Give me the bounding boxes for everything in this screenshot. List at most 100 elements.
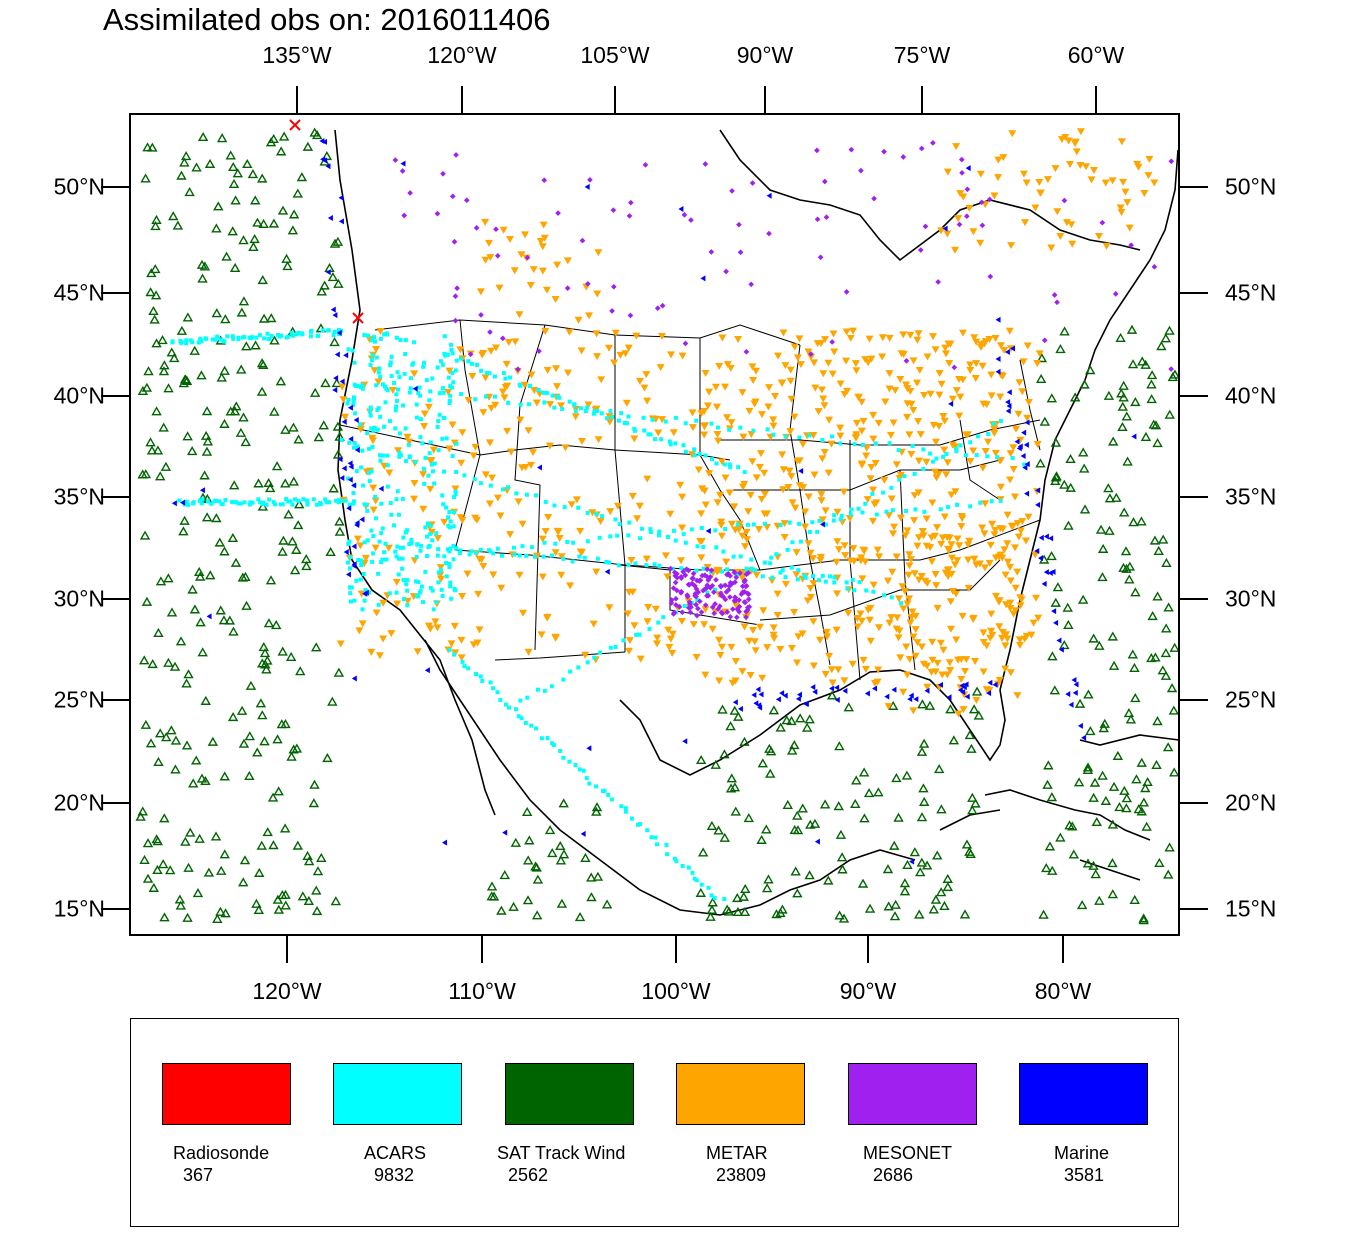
metar-point — [1008, 130, 1017, 138]
acars-point — [421, 600, 426, 605]
metar-point — [870, 679, 879, 687]
acars-point — [254, 335, 259, 340]
mesonet-point — [478, 312, 484, 318]
metar-point — [884, 512, 893, 520]
sat-wind-point — [1082, 858, 1094, 868]
sat-wind-point — [733, 711, 744, 721]
metar-point — [503, 382, 512, 390]
marine-point — [842, 687, 848, 694]
sat-wind-point — [179, 157, 190, 167]
metar-point — [871, 460, 880, 468]
marine-point — [604, 568, 610, 575]
sat-wind-point — [142, 873, 154, 883]
metar-point — [752, 571, 761, 579]
sat-wind-point — [1138, 915, 1149, 925]
metar-point — [372, 345, 381, 353]
sat-wind-point — [1137, 356, 1148, 366]
metar-point — [721, 383, 730, 391]
metar-point — [630, 622, 639, 630]
mesonet-point — [930, 140, 936, 146]
mesonet-point — [692, 593, 698, 599]
metar-point — [914, 489, 923, 497]
acars-point — [415, 594, 420, 599]
sat-wind-point — [280, 478, 291, 488]
acars-point — [397, 450, 402, 455]
metar-point — [933, 659, 942, 667]
acars-point — [371, 428, 376, 433]
acars-point — [438, 359, 443, 364]
acars-point — [621, 638, 626, 643]
sat-wind-point — [188, 778, 199, 788]
sat-wind-point — [172, 220, 184, 230]
metar-point — [955, 542, 964, 550]
metar-point — [1053, 208, 1062, 216]
metar-point — [715, 362, 724, 370]
sat-wind-point — [917, 699, 928, 709]
acars-point — [382, 550, 387, 555]
acars-point — [279, 333, 284, 338]
sat-wind-point — [1082, 762, 1094, 772]
metar-point — [841, 552, 850, 560]
acars-point — [425, 534, 430, 539]
sat-wind-point — [309, 779, 320, 789]
metar-point — [869, 411, 878, 419]
metar-point — [518, 520, 527, 528]
metar-point — [894, 634, 903, 642]
acars-point — [751, 428, 756, 433]
metar-point — [883, 577, 892, 585]
acars-point — [625, 421, 630, 426]
metar-point — [652, 640, 661, 648]
acars-point — [450, 351, 455, 356]
sat-wind-point — [521, 806, 533, 817]
mesonet-point — [564, 285, 571, 291]
acars-point — [681, 532, 686, 537]
metar-point — [711, 383, 720, 391]
acars-point — [968, 440, 973, 445]
metar-point — [557, 571, 566, 579]
metar-point — [995, 597, 1004, 605]
metar-point — [952, 636, 961, 644]
metar-point — [964, 556, 973, 564]
sat-wind-point — [1164, 842, 1175, 852]
acars-point — [394, 392, 399, 397]
acars-point — [373, 339, 378, 344]
metar-point — [717, 532, 726, 540]
acars-point — [765, 427, 770, 432]
acars-point — [296, 498, 301, 503]
metar-point — [1094, 233, 1103, 241]
metar-point — [809, 580, 818, 588]
acars-point — [466, 359, 471, 364]
acars-point — [550, 393, 555, 398]
metar-point — [727, 419, 736, 427]
metar-point — [870, 500, 879, 508]
sat-wind-point — [1131, 774, 1142, 784]
sat-wind-point — [781, 715, 792, 725]
sat-wind-point — [837, 864, 848, 874]
top-lon-label: 60°W — [1067, 42, 1125, 68]
metar-point — [742, 528, 751, 536]
metar-point — [502, 360, 511, 368]
metar-point — [420, 422, 429, 430]
sat-wind-point — [1088, 633, 1099, 643]
acars-point — [425, 521, 430, 526]
sat-wind-point — [191, 162, 202, 172]
metar-point — [923, 353, 932, 361]
metar-point — [991, 335, 1000, 343]
sat-wind-point — [139, 530, 151, 540]
metar-point — [742, 536, 751, 544]
sat-wind-point — [325, 546, 336, 557]
sat-wind-point — [146, 445, 158, 455]
metar-point — [1051, 165, 1060, 173]
acars-point — [663, 419, 668, 424]
sat-wind-point — [182, 431, 193, 441]
acars-point — [285, 334, 290, 339]
acars-point — [448, 384, 453, 389]
acars-point — [551, 743, 556, 748]
sat-wind-point — [739, 906, 751, 916]
marine-point — [1053, 619, 1059, 626]
metar-point — [899, 331, 908, 339]
metar-point — [840, 677, 849, 685]
metar-point — [1013, 568, 1022, 576]
metar-point — [906, 619, 915, 627]
marine-point — [913, 696, 919, 703]
